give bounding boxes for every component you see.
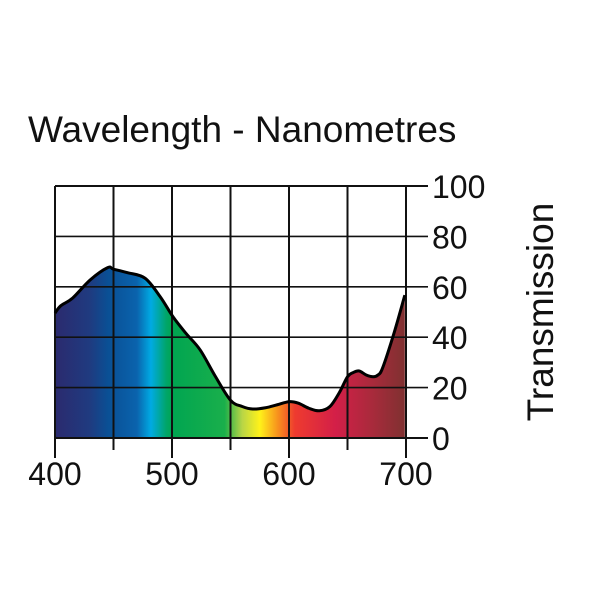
x-tick-label: 700 — [379, 456, 432, 492]
y-tick-label: 20 — [432, 371, 468, 407]
y-axis-label: Transmission — [520, 203, 561, 422]
x-tick-label: 500 — [145, 456, 198, 492]
y-tick-label: 0 — [432, 421, 450, 457]
y-tick-label: 100 — [432, 169, 485, 205]
transmission-area-fill — [55, 267, 405, 438]
tick-labels: 0 20 40 60 80 100 400 500 600 700 — [28, 169, 485, 492]
x-tick-label: 400 — [28, 456, 81, 492]
y-tick-label: 80 — [432, 219, 468, 255]
transmission-curve — [53, 265, 407, 413]
y-tick-label: 60 — [432, 270, 468, 306]
x-tick-label: 600 — [262, 456, 315, 492]
grid — [54, 185, 428, 458]
chart-title: Wavelength - Nanometres — [28, 109, 456, 150]
curve-layer — [53, 265, 407, 413]
plot-area — [55, 267, 405, 438]
y-tick-label: 40 — [432, 320, 468, 356]
